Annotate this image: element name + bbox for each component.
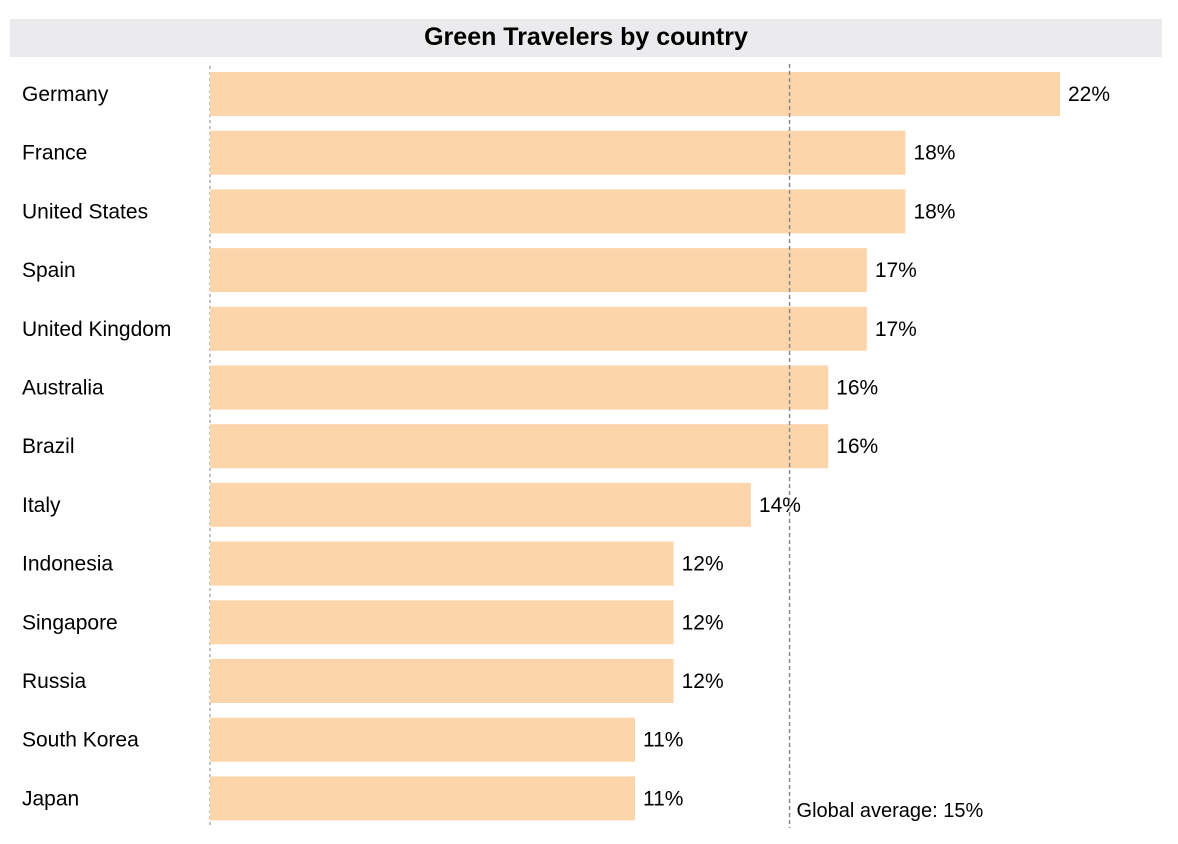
bar [210, 248, 867, 293]
value-label: 22% [1068, 83, 1110, 106]
bar [210, 541, 674, 586]
value-label: 18% [913, 200, 955, 223]
value-label: 12% [682, 611, 724, 634]
value-label: 17% [875, 259, 917, 282]
value-label: 11% [643, 729, 683, 752]
value-label: 16% [836, 377, 878, 400]
bar [210, 306, 867, 351]
value-label: 17% [875, 318, 917, 341]
bar [210, 424, 829, 469]
value-label: 11% [643, 787, 683, 810]
title-bar [10, 19, 1162, 57]
value-label: 16% [836, 435, 878, 458]
bar [210, 189, 906, 234]
bar [210, 482, 751, 527]
bar [210, 659, 674, 703]
category-label: Japan [22, 787, 79, 810]
value-label: 12% [682, 553, 724, 576]
global-average-label: Global average: 15% [797, 800, 984, 822]
chart-title: Green Travelers by country [424, 23, 748, 51]
category-label: Brazil [22, 435, 75, 458]
category-label: Russia [22, 670, 87, 693]
category-label: Indonesia [22, 553, 113, 576]
bar [210, 72, 1060, 116]
category-label: Spain [22, 259, 76, 282]
category-label: Italy [22, 494, 61, 517]
value-label: 18% [913, 142, 955, 165]
bar [210, 717, 635, 762]
category-label: Germany [22, 83, 109, 106]
bar [210, 365, 829, 410]
value-label: 14% [759, 494, 801, 517]
category-label: Singapore [22, 611, 118, 634]
category-label: United States [22, 200, 148, 223]
value-label: 12% [682, 670, 724, 693]
bar [210, 130, 906, 175]
bar [210, 600, 674, 645]
category-label: South Korea [22, 729, 139, 752]
bar [210, 776, 635, 821]
bars-group: Germany 22% France 18% United States 18% Spain… [22, 72, 1110, 821]
category-label: United Kingdom [22, 318, 171, 341]
category-label: France [22, 142, 87, 165]
category-label: Australia [22, 377, 104, 400]
